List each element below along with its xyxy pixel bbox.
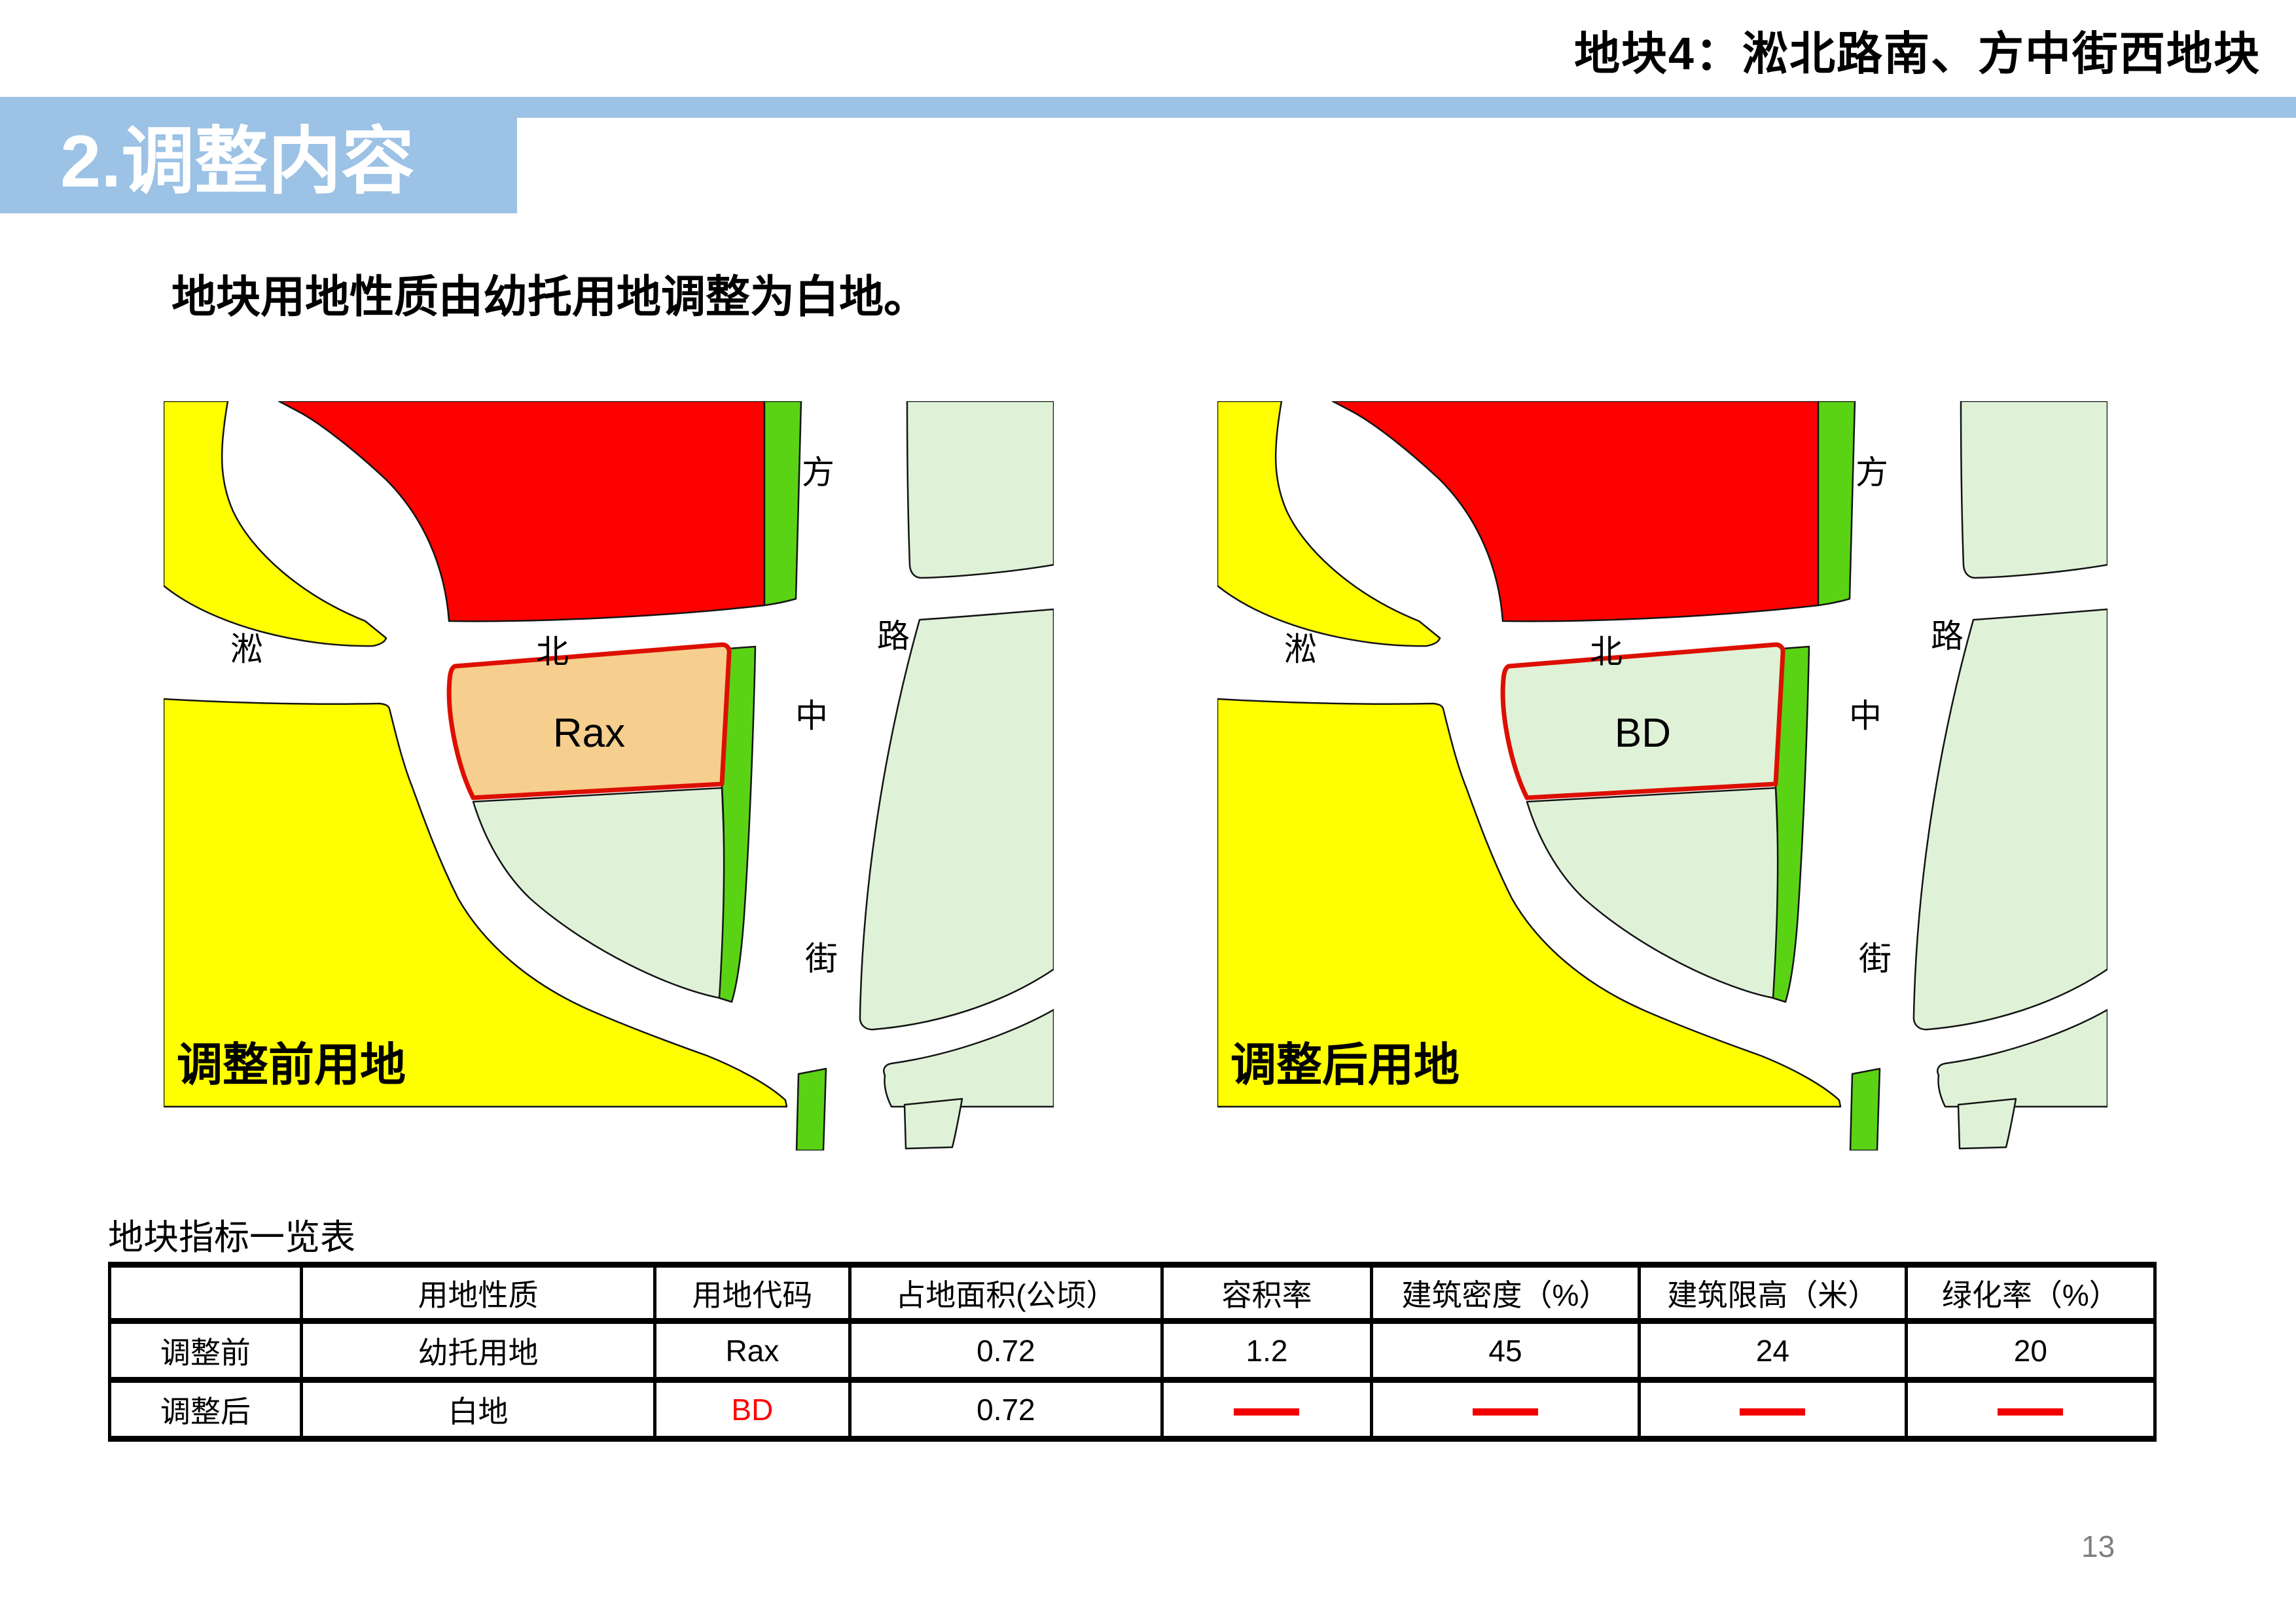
- map-after-svg: 淞 北 路 方中街 BD 调整后用地: [1217, 401, 2108, 1150]
- table-header-cell-6: 建筑限高（米）: [1638, 1264, 1908, 1321]
- section-banner-label: 2.调整内容: [60, 120, 415, 202]
- road-label-vertical-1: 中: [795, 698, 828, 734]
- palegreen-midright-block: [1912, 608, 2108, 1031]
- yellow-topleft-block: [1217, 401, 1441, 647]
- palegreen-bottom-sliver: [1957, 1097, 2017, 1150]
- table-row-0: 调整前 幼托用地 Rax 0.72 1.2 45 24 20: [108, 1321, 2157, 1380]
- green-strip-top: [763, 401, 802, 607]
- plot-code-label: Rax: [553, 711, 625, 756]
- red-dash: [1472, 1408, 1538, 1416]
- yellow-topleft-block: [164, 401, 387, 647]
- adjusted-plot-outline: [1500, 642, 1785, 800]
- table-cell-1-6: [1638, 1380, 1908, 1439]
- road-label-vertical-2: 街: [1859, 940, 1892, 977]
- table-row-1: 调整后 白地 BD 0.72: [108, 1380, 2157, 1439]
- map-after-adjustment: 淞 北 路 方中街 BD 调整后用地: [1217, 401, 2108, 1150]
- road-label-horizontal-2: 路: [1931, 618, 1964, 654]
- page-number: 13: [2081, 1529, 2115, 1563]
- plot-code-label: BD: [1615, 711, 1671, 756]
- green-strip-bottom: [795, 1067, 827, 1150]
- table-cell-1-7: [1904, 1380, 2157, 1439]
- yellow-left-block: [164, 698, 788, 1108]
- red-dash: [1740, 1408, 1806, 1416]
- map-caption: 调整后用地: [1230, 1039, 1460, 1090]
- road-label-vertical-1: 中: [1849, 698, 1882, 734]
- table-header-cell-0: [108, 1264, 303, 1321]
- palegreen-bottomright-block: [1937, 1008, 2108, 1108]
- road-label-horizontal-1: 北: [1590, 633, 1623, 670]
- table-header-cell-2: 用地代码: [653, 1264, 852, 1321]
- section-banner: 2.调整内容: [0, 97, 517, 213]
- map-before-adjustment: 淞 北 路 方中街 Rax 调整前用地: [164, 401, 1054, 1150]
- table-header-cell-5: 建筑密度（%）: [1369, 1264, 1641, 1321]
- green-strip-bottom: [1849, 1067, 1881, 1150]
- red-block: [1331, 401, 1820, 622]
- table-cell-0-5: 45: [1369, 1321, 1641, 1380]
- table-cell-1-1: 白地: [299, 1380, 657, 1439]
- palegreen-midright-block: [859, 608, 1054, 1031]
- page-title: 地块4：淞北路南、方中街西地块: [1574, 28, 2261, 79]
- road-label-horizontal-2: 路: [877, 618, 910, 654]
- yellow-left-block: [1217, 698, 1842, 1108]
- table-title: 地块指标一览表: [108, 1218, 355, 1257]
- table-header-cell-1: 用地性质: [299, 1264, 657, 1321]
- green-strip-plot: [1772, 645, 1810, 1003]
- table-cell-1-0: 调整后: [108, 1380, 303, 1439]
- map-before-svg: 淞 北 路 方中街 Rax 调整前用地: [164, 401, 1054, 1150]
- table-cell-0-4: 1.2: [1160, 1321, 1373, 1380]
- table-cell-0-3: 0.72: [848, 1321, 1164, 1380]
- road-label-horizontal-1: 北: [536, 633, 569, 670]
- red-dash: [1234, 1408, 1300, 1416]
- intro-text: 地块用地性质由幼托用地调整为白地。: [171, 272, 929, 322]
- table-header-cell-3: 占地面积(公顷）: [848, 1264, 1164, 1321]
- table-cell-1-2: BD: [653, 1380, 852, 1439]
- green-strip-plot: [718, 645, 757, 1003]
- palegreen-bottomright-block: [883, 1008, 1054, 1108]
- road-label-horizontal-0: 淞: [230, 631, 263, 668]
- table-cell-0-2: Rax: [653, 1321, 852, 1380]
- table-header-cell-7: 绿化率（%）: [1904, 1264, 2157, 1321]
- table-cell-0-7: 20: [1904, 1321, 2157, 1380]
- map-caption: 调整前用地: [177, 1039, 406, 1090]
- table-cell-1-4: [1160, 1380, 1373, 1439]
- adjusted-plot-outline: [446, 642, 732, 800]
- table-cell-0-0: 调整前: [108, 1321, 303, 1380]
- table-header-row: 用地性质 用地代码 占地面积(公顷） 容积率 建筑密度（%） 建筑限高（米） 绿化率（%）: [108, 1264, 2157, 1321]
- plot-indicator-table: 用地性质 用地代码 占地面积(公顷） 容积率 建筑密度（%） 建筑限高（米） 绿化率（%）调…: [108, 1262, 2157, 1442]
- road-label-vertical-2: 街: [805, 940, 838, 977]
- table-header-cell-4: 容积率: [1160, 1264, 1373, 1321]
- red-dash: [1998, 1408, 2064, 1416]
- table-cell-1-5: [1369, 1380, 1641, 1439]
- green-strip-top: [1817, 401, 1856, 607]
- road-label-vertical-0: 方: [802, 454, 834, 491]
- road-label-horizontal-0: 淞: [1284, 631, 1317, 668]
- road-label-vertical-0: 方: [1856, 454, 1888, 491]
- palegreen-topright-block: [906, 401, 1054, 579]
- palegreen-bottom-sliver: [903, 1097, 963, 1150]
- table-cell-0-1: 幼托用地: [299, 1321, 657, 1380]
- table-cell-1-3: 0.72: [848, 1380, 1164, 1439]
- table-cell-0-6: 24: [1638, 1321, 1908, 1380]
- red-block: [278, 401, 766, 622]
- palegreen-topright-block: [1960, 401, 2108, 579]
